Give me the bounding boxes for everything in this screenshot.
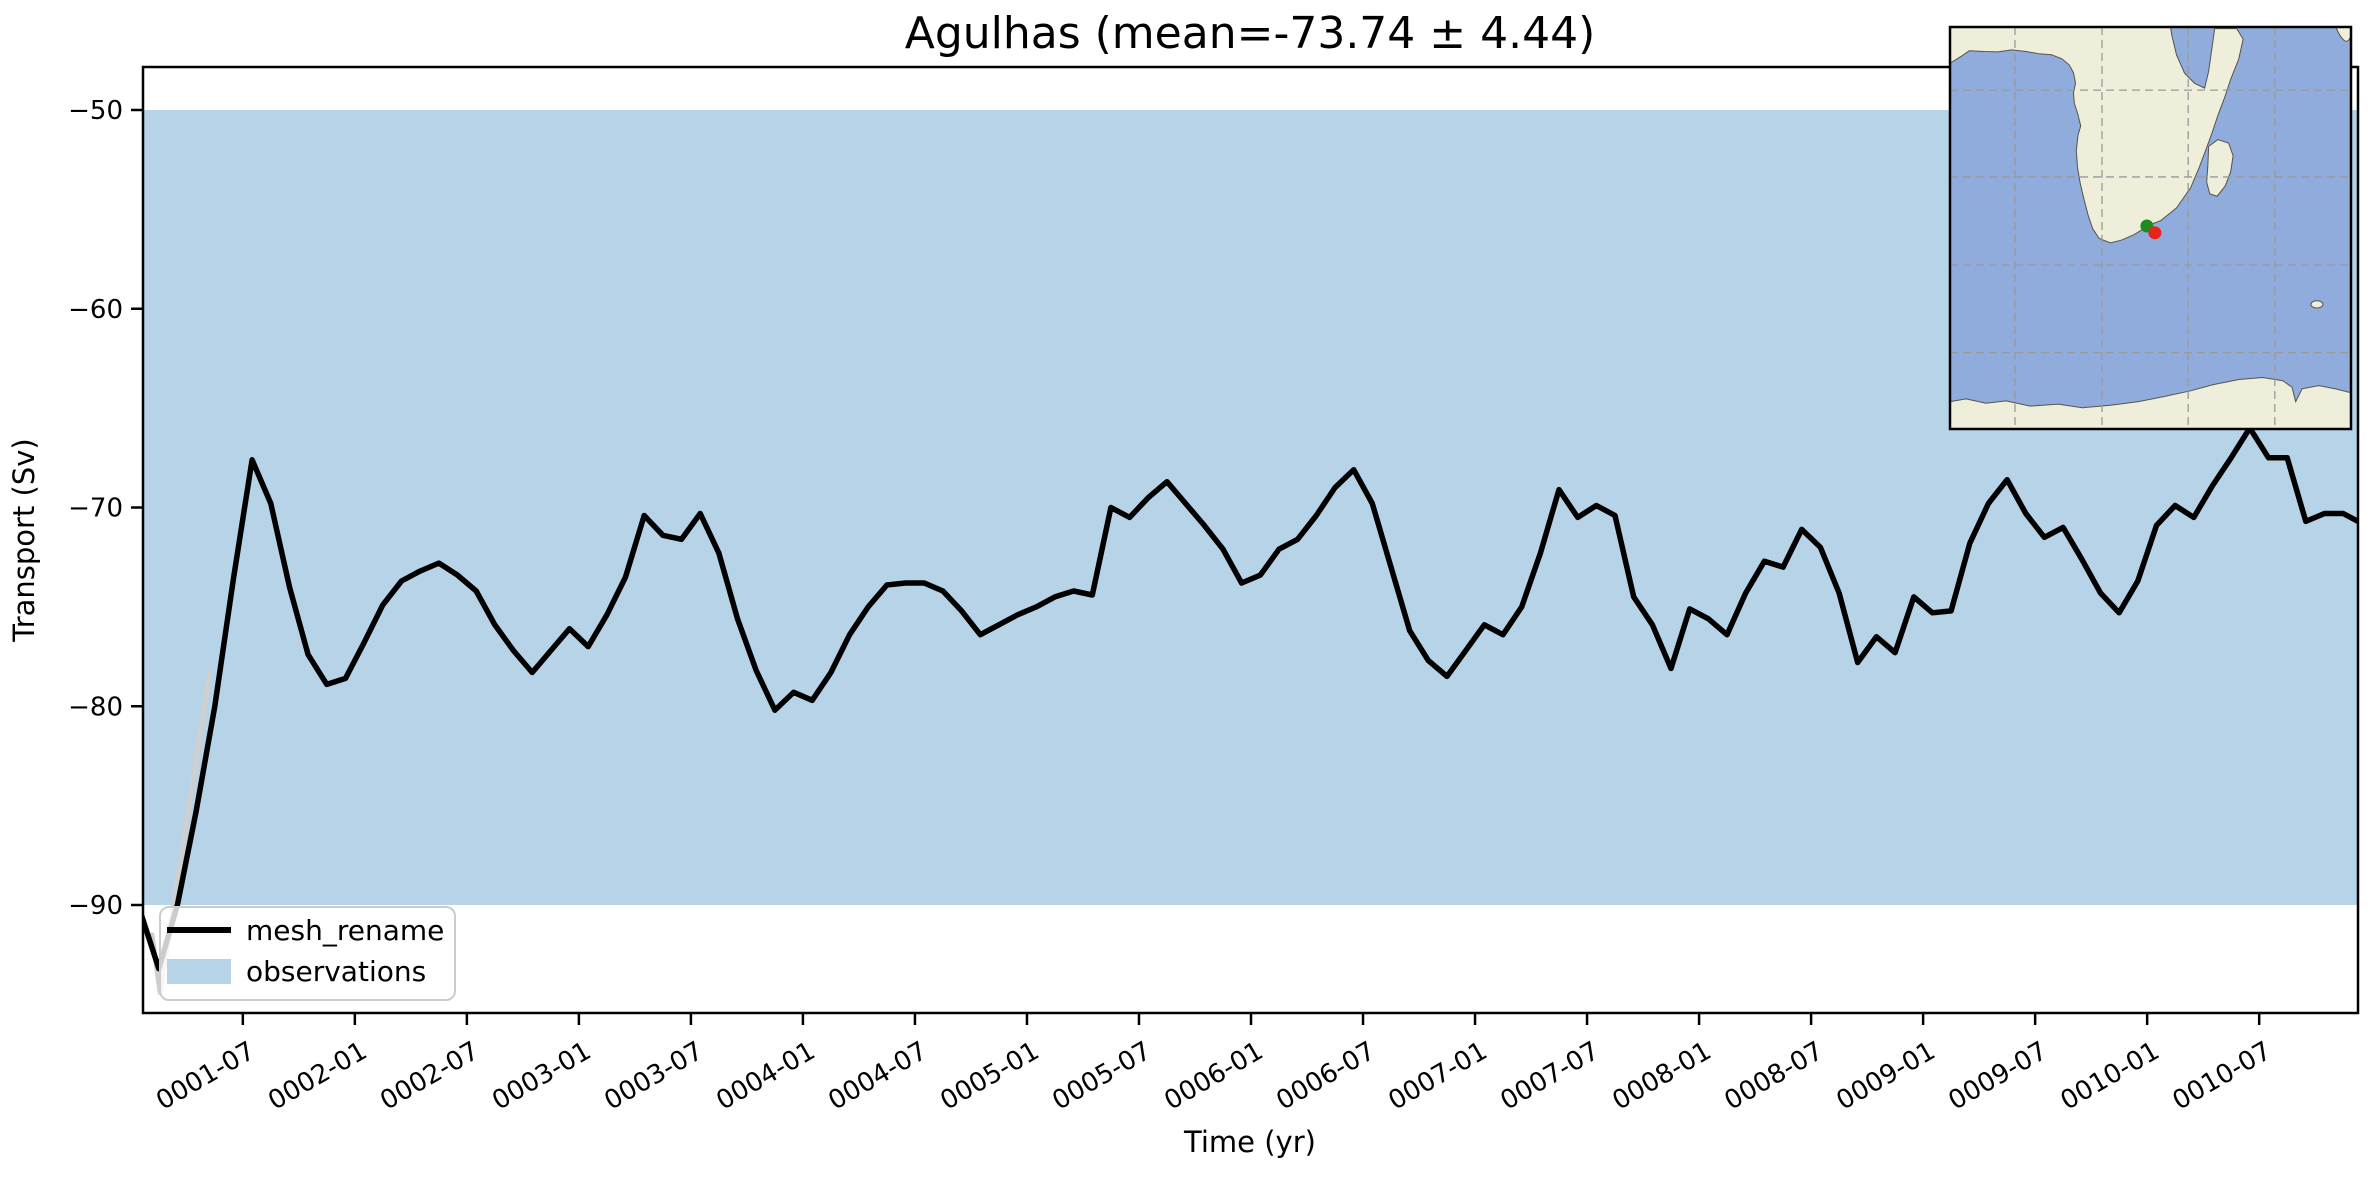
y-tick-label: −80	[68, 692, 123, 722]
y-tick-label: −60	[68, 295, 123, 325]
x-axis-label: Time (yr)	[1183, 1125, 1316, 1159]
antarctica-landmass	[1950, 378, 2351, 429]
madagascar-island	[2207, 140, 2233, 197]
mesh-rename-line	[143, 425, 2358, 972]
inset-markers	[2140, 219, 2162, 240]
legend: mesh_rename observations	[159, 906, 456, 1001]
y-axis-ticks: −50 −60 −70 −80 −90	[68, 96, 143, 921]
legend-patch-swatch	[167, 959, 231, 984]
legend-label-mesh-rename: mesh_rename	[246, 914, 444, 947]
legend-label-observations: observations	[246, 955, 426, 988]
y-tick-label: −90	[68, 891, 123, 921]
ne-corner-land	[2336, 27, 2351, 41]
africa-landmass	[1950, 27, 2243, 243]
inset-gridlines	[1950, 27, 2351, 429]
y-axis-label: Transport (Sv)	[7, 438, 41, 643]
inset-map	[1948, 25, 2353, 431]
inset-border	[1948, 25, 2353, 431]
legend-box	[159, 906, 456, 1001]
red-marker	[2148, 226, 2162, 240]
y-tick-label: −50	[68, 96, 123, 126]
small-island	[2311, 301, 2323, 308]
y-tick-label: −70	[68, 494, 123, 524]
chart-title: Agulhas (mean=-73.74 ± 4.44)	[905, 8, 1596, 59]
